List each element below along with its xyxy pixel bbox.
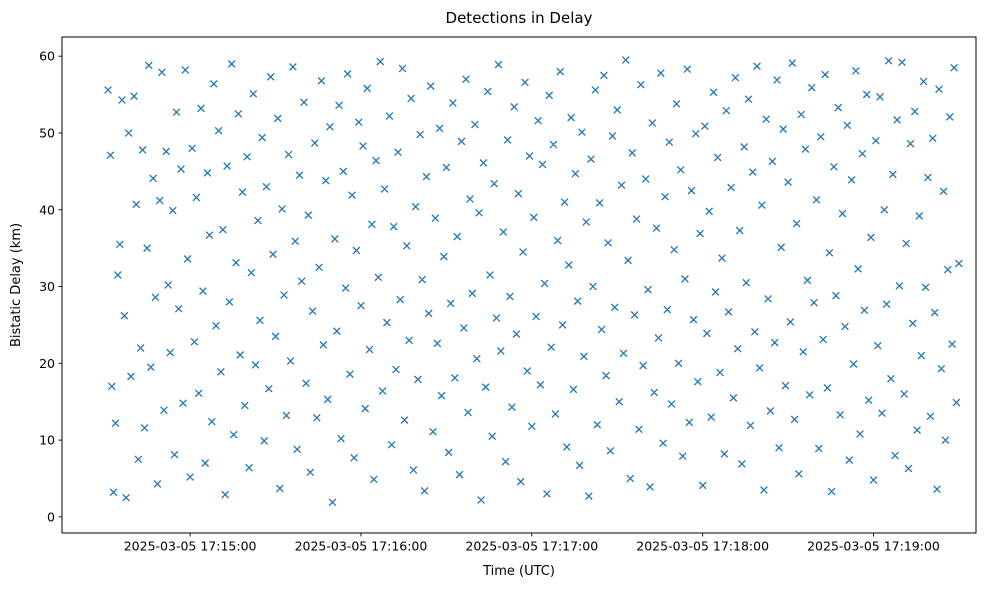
x-tick-label: 2025-03-05 17:16:00: [295, 539, 428, 554]
x-tick-label: 2025-03-05 17:19:00: [807, 539, 940, 554]
y-tick-label: 0: [47, 509, 55, 524]
y-axis-label: Bistatic Delay (km): [9, 223, 24, 347]
y-tick-label: 40: [39, 202, 55, 217]
y-tick-label: 30: [39, 279, 55, 294]
x-tick-label: 2025-03-05 17:15:00: [124, 539, 257, 554]
y-axis-ticks: 0 10 20 30 40 50 60: [39, 49, 62, 524]
y-tick-label: 60: [39, 49, 55, 64]
chart-title: Detections in Delay: [446, 9, 593, 27]
x-tick-label: 2025-03-05 17:18:00: [636, 539, 769, 554]
y-tick-label: 50: [39, 125, 55, 140]
plot-area: [61, 36, 977, 534]
x-axis-label: Time (UTC): [482, 564, 555, 579]
y-tick-label: 20: [39, 356, 55, 371]
scatter-points: [104, 56, 963, 507]
x-axis-ticks: 2025-03-05 17:15:00 2025-03-05 17:16:00 20…: [124, 533, 940, 554]
x-tick-label: 2025-03-05 17:17:00: [465, 539, 598, 554]
y-tick-label: 10: [39, 433, 55, 448]
scatter-marker-path: [104, 56, 963, 507]
